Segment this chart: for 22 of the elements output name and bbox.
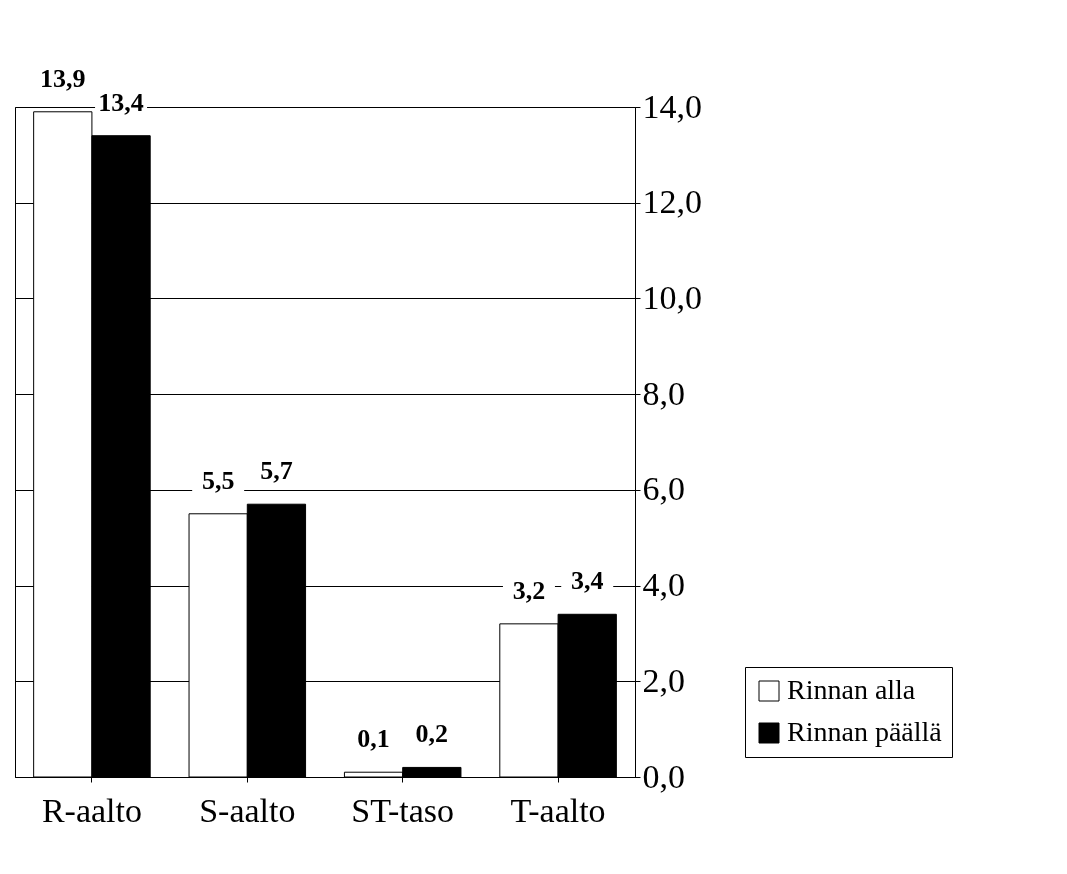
- x-tick-label: ST-taso: [351, 791, 455, 829]
- data-label: 5,5: [201, 465, 235, 495]
- legend-label: Rinnan päällä: [787, 716, 943, 747]
- y-tick-label: 12,0: [642, 183, 702, 221]
- data-label: 5,7: [260, 456, 293, 486]
- y-tick-label: 8,0: [642, 374, 685, 412]
- data-label: 3,4: [570, 566, 604, 596]
- data-label: 13,4: [98, 87, 144, 117]
- y-tick-label: 14,0: [642, 87, 702, 125]
- y-tick-label: 0,0: [642, 757, 685, 795]
- legend-label: Rinnan alla: [787, 674, 916, 705]
- x-tick-label: S-aalto: [199, 791, 296, 829]
- x-tick-label: T-aalto: [510, 791, 606, 829]
- x-tick-label: R-aalto: [41, 791, 142, 829]
- data-label: 13,9: [40, 63, 86, 93]
- y-tick-label: 2,0: [642, 661, 685, 699]
- data-label: 3,2: [512, 575, 546, 605]
- data-label: 0,1: [357, 724, 390, 754]
- y-tick-label: 10,0: [642, 278, 702, 316]
- y-tick-label: 4,0: [642, 566, 685, 604]
- y-tick-label: 6,0: [642, 470, 685, 508]
- data-label: 0,2: [415, 719, 449, 749]
